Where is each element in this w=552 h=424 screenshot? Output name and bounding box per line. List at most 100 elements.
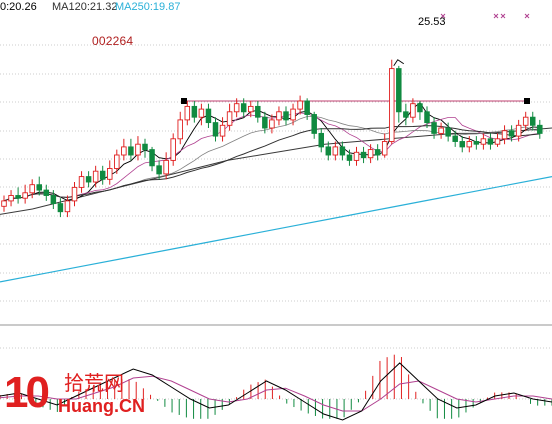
candle-body xyxy=(311,114,317,134)
candle-body xyxy=(163,159,169,175)
candle-body xyxy=(121,146,127,156)
candle-body xyxy=(424,111,430,124)
candle-body xyxy=(57,203,64,213)
top-marker-1 xyxy=(493,13,499,19)
top-marker-0 xyxy=(440,13,446,19)
candle-body xyxy=(445,127,451,137)
candle-body xyxy=(283,111,289,121)
candle-body xyxy=(473,141,480,145)
candle-body xyxy=(367,149,374,159)
watermark-cn: 拾荒网 xyxy=(64,371,124,395)
candle-body xyxy=(381,141,388,156)
top-marker-3 xyxy=(524,13,530,19)
candle-body xyxy=(99,170,106,180)
candle-body xyxy=(403,111,409,118)
candle-body xyxy=(487,138,494,145)
stock-code-label: 002264 xyxy=(92,34,134,48)
candle-body xyxy=(36,184,43,191)
candle-body xyxy=(240,103,247,113)
candle-body xyxy=(339,146,346,156)
ma250-line-group xyxy=(0,176,552,283)
candle-body xyxy=(353,151,360,161)
legend-ma120: MA120:21.32 xyxy=(52,1,118,13)
candle-body xyxy=(325,146,332,156)
watermark-en: Huang.CN xyxy=(58,396,145,416)
watermark-ten: 10 xyxy=(4,368,50,417)
candle-body xyxy=(452,135,458,142)
ma120-line xyxy=(0,127,552,215)
candle-body xyxy=(318,132,325,148)
candle-body xyxy=(219,124,226,137)
candle-body xyxy=(71,186,78,202)
candle-body xyxy=(537,124,543,134)
candle-body xyxy=(233,103,240,113)
candle-body xyxy=(170,138,176,161)
candle-body xyxy=(396,68,402,113)
candle-body xyxy=(417,103,423,113)
resistance-end-handle xyxy=(524,98,530,104)
legend-ma250: MA250:19.87 xyxy=(115,1,181,13)
top-markers xyxy=(440,13,530,19)
candle-body xyxy=(515,124,522,137)
candle-body xyxy=(149,149,155,167)
candle-body xyxy=(1,200,7,207)
candle-body xyxy=(501,130,508,140)
candle-body xyxy=(494,138,501,145)
candle-body xyxy=(106,168,113,180)
candle-body xyxy=(142,143,148,151)
candle-body xyxy=(198,108,205,118)
candle-body xyxy=(480,138,487,145)
candle-body xyxy=(389,68,395,142)
candle-body xyxy=(22,192,28,199)
candle-body xyxy=(247,105,254,113)
candle-body xyxy=(530,116,536,126)
candle-body xyxy=(346,154,353,161)
candle-body xyxy=(226,111,233,126)
candle-body xyxy=(85,176,92,183)
candle-body xyxy=(410,103,416,118)
candle-body xyxy=(212,122,219,137)
candle-body xyxy=(114,154,120,169)
candle-body xyxy=(522,116,529,126)
candle-body xyxy=(269,119,275,129)
top-marker-2 xyxy=(500,13,506,19)
candle-body xyxy=(508,130,515,137)
candle-body xyxy=(459,141,466,148)
ma120-line-group xyxy=(0,127,552,215)
candle-body xyxy=(78,176,85,188)
macd-dif-line xyxy=(0,362,552,421)
candle-body xyxy=(255,105,261,118)
candle-body xyxy=(64,200,71,213)
peak-arrow xyxy=(393,59,404,66)
candle-body xyxy=(29,184,35,194)
candle-body xyxy=(43,189,50,196)
ma30-line xyxy=(3,125,540,202)
candle-body xyxy=(360,151,367,159)
candle-body xyxy=(304,100,310,115)
macd-dea-line xyxy=(0,375,552,412)
candle-body xyxy=(128,146,134,156)
candle-body xyxy=(332,146,339,156)
resistance-line-group xyxy=(181,98,530,104)
candle-body xyxy=(290,108,296,121)
candle-body xyxy=(431,122,437,134)
peak-marker-group xyxy=(393,59,404,66)
candle-body xyxy=(191,105,198,118)
candle-body xyxy=(92,170,99,183)
ma250-line xyxy=(0,176,552,283)
legend-ma60: 0:20.26 xyxy=(0,1,37,13)
candle-body xyxy=(177,119,183,140)
candle-body xyxy=(438,127,444,134)
candles-group xyxy=(1,59,543,218)
candle-body xyxy=(184,105,191,121)
candle-body xyxy=(205,108,212,124)
peak-price-label: 25.53 xyxy=(418,16,446,28)
candle-body xyxy=(276,111,282,121)
candle-body xyxy=(262,116,268,129)
macd-panel xyxy=(0,354,552,421)
candle-body xyxy=(135,143,141,156)
candle-body xyxy=(297,100,303,110)
candle-body xyxy=(156,165,162,175)
candle-body xyxy=(8,195,14,202)
